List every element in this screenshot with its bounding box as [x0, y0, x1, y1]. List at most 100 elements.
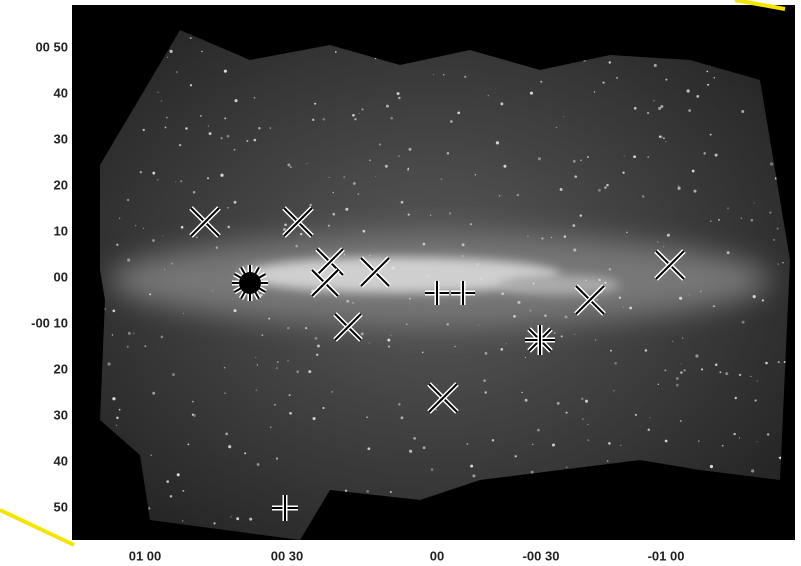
star: [407, 169, 409, 171]
star: [580, 159, 582, 161]
star: [369, 255, 370, 256]
star: [623, 307, 624, 308]
star: [654, 64, 657, 67]
star: [531, 471, 534, 474]
star: [328, 225, 330, 227]
y-axis-label: 10: [54, 223, 68, 238]
star: [423, 446, 426, 449]
star: [727, 251, 730, 254]
star: [296, 370, 299, 373]
star: [770, 162, 773, 165]
star: [149, 293, 151, 295]
star: [676, 384, 679, 387]
star: [161, 336, 164, 339]
star: [582, 418, 584, 420]
star: [466, 443, 468, 445]
star: [341, 279, 342, 280]
star: [116, 425, 117, 426]
star: [143, 129, 145, 131]
star: [484, 391, 486, 393]
star: [190, 37, 192, 39]
star: [335, 51, 337, 53]
x-axis-label: 00: [430, 548, 444, 563]
star: [665, 141, 666, 142]
star: [244, 452, 246, 454]
star: [733, 433, 735, 435]
star: [619, 296, 622, 299]
star: [224, 367, 226, 369]
star: [506, 343, 507, 344]
star: [172, 373, 175, 376]
star: [710, 220, 712, 222]
star: [659, 136, 661, 138]
star: [181, 226, 184, 229]
star: [606, 184, 609, 187]
star: [695, 354, 698, 357]
star: [484, 352, 487, 355]
star: [715, 364, 718, 367]
star: [679, 297, 682, 300]
star: [379, 143, 381, 145]
star: [701, 368, 703, 370]
star: [517, 301, 520, 304]
star: [538, 157, 541, 160]
star: [254, 139, 257, 142]
star: [148, 507, 150, 509]
star: [112, 309, 115, 312]
star: [190, 84, 192, 86]
star: [268, 318, 270, 320]
star: [249, 518, 252, 521]
star: [492, 439, 494, 441]
star: [397, 92, 400, 95]
y-axis-label: 50: [54, 499, 68, 514]
star: [175, 181, 176, 182]
star: [171, 263, 173, 265]
star: [751, 469, 754, 472]
star: [317, 345, 320, 348]
star: [517, 194, 519, 196]
star: [629, 307, 632, 310]
star: [443, 74, 444, 75]
star: [778, 263, 779, 264]
star: [596, 299, 598, 301]
star: [556, 127, 558, 129]
y-axis-label: 20: [54, 177, 68, 192]
star: [277, 361, 278, 362]
star: [180, 180, 182, 182]
star: [306, 163, 307, 164]
star: [449, 212, 451, 214]
star: [634, 107, 637, 110]
star: [513, 315, 516, 318]
star: [470, 223, 472, 225]
star: [127, 346, 129, 348]
star: [310, 204, 312, 206]
star: [735, 397, 737, 399]
star: [315, 337, 318, 340]
star: [128, 332, 131, 335]
star: [254, 97, 256, 99]
star: [648, 429, 651, 432]
star: [119, 409, 121, 411]
star: [622, 172, 624, 174]
star: [581, 398, 583, 400]
star: [710, 134, 712, 136]
star: [595, 339, 597, 341]
star: [183, 313, 184, 314]
star: [742, 321, 745, 324]
star: [677, 187, 680, 190]
star: [688, 109, 691, 112]
y-axis-label: 20: [54, 361, 68, 376]
star: [193, 191, 196, 194]
star: [305, 327, 307, 329]
star: [276, 457, 278, 459]
star: [176, 71, 178, 73]
star: [645, 349, 647, 351]
star: [470, 274, 471, 275]
star: [361, 108, 363, 110]
star: [682, 338, 683, 339]
star: [566, 412, 568, 414]
star: [573, 160, 576, 163]
star: [221, 137, 223, 139]
star: [258, 127, 260, 129]
star: [604, 282, 606, 284]
